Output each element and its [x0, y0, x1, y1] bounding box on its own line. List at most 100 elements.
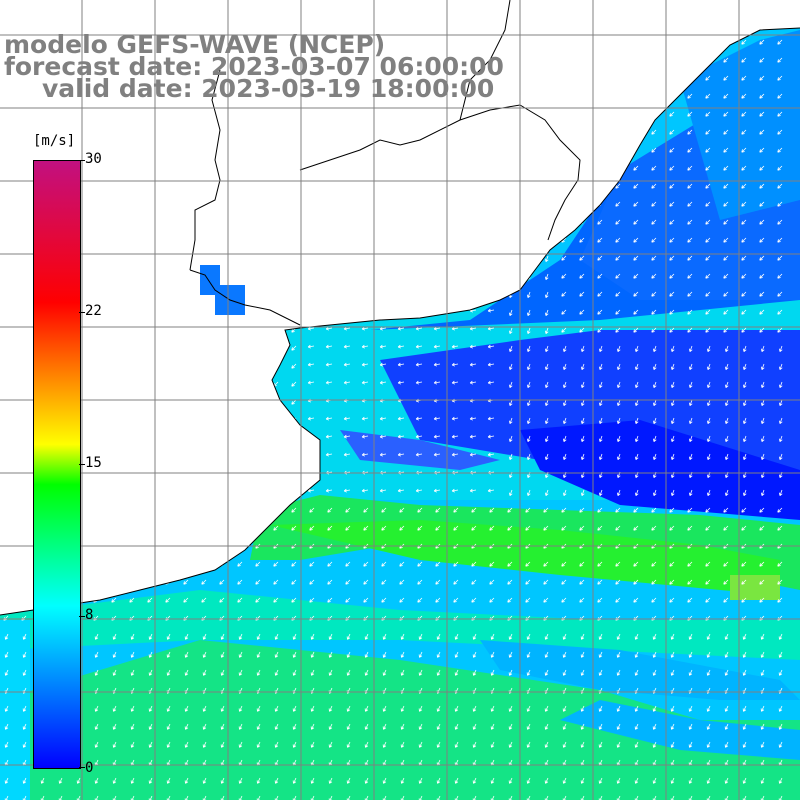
wind-arrow [469, 344, 477, 349]
wind-arrow [724, 741, 729, 748]
wind-arrow [220, 777, 225, 784]
wind-arrow [291, 507, 297, 513]
wind-arrow [634, 723, 639, 730]
wind-arrow [400, 741, 405, 748]
wind-arrow [544, 219, 549, 226]
wind-arrow [436, 741, 441, 748]
wind-arrow [615, 327, 621, 333]
wind-arrow [379, 254, 387, 259]
wind-arrow [741, 129, 747, 135]
wind-arrow [291, 291, 297, 297]
wind-arrow [508, 435, 513, 442]
wind-arrow [21, 273, 27, 279]
wind-arrow [433, 452, 441, 457]
wind-arrow [652, 381, 657, 388]
wind-arrow [706, 651, 711, 658]
wind-arrow [526, 327, 531, 334]
wind-arrow [453, 597, 459, 603]
wind-arrow [579, 93, 585, 99]
wind-arrow [361, 416, 369, 421]
wind-arrow [76, 777, 81, 784]
wind-arrow [94, 777, 99, 784]
wind-arrow [669, 57, 675, 63]
wind-arrow [670, 633, 675, 640]
wind-arrow [579, 255, 585, 261]
wind-arrow [201, 147, 207, 153]
wind-arrow [451, 236, 459, 241]
wind-arrow [451, 218, 459, 223]
wind-arrow [22, 705, 27, 712]
wind-arrow [687, 327, 693, 333]
wind-arrow [237, 525, 243, 531]
wind-arrow [526, 363, 531, 370]
wind-arrow [597, 327, 603, 333]
wind-arrow [343, 344, 351, 349]
wind-arrow [652, 651, 657, 658]
wind-arrow [651, 273, 657, 279]
wind-arrow [219, 255, 225, 261]
wind-arrow [183, 345, 189, 351]
wind-arrow [3, 561, 9, 567]
wind-arrow [415, 218, 423, 223]
wind-arrow [22, 741, 27, 748]
wind-arrow [507, 507, 513, 513]
wind-arrow [759, 129, 765, 135]
wind-arrow [433, 416, 441, 421]
wind-arrow [688, 741, 693, 748]
wind-arrow [343, 146, 351, 151]
wind-arrow [724, 705, 729, 712]
wind-arrow [147, 201, 153, 207]
wind-arrow [634, 669, 639, 676]
wind-arrow [724, 669, 729, 676]
colorbar-tick-0: 0 [85, 760, 94, 776]
wind-arrow [397, 236, 405, 241]
wind-arrow [615, 147, 621, 153]
wind-arrow [508, 327, 513, 334]
wind-arrow [598, 489, 603, 496]
wind-arrow [166, 741, 171, 748]
wind-arrow [184, 705, 189, 712]
wind-arrow [363, 507, 369, 513]
wind-arrow [453, 579, 459, 585]
wind-arrow [255, 345, 261, 351]
wind-arrow [706, 669, 711, 676]
wind-arrow [433, 164, 441, 169]
wind-arrow [361, 182, 369, 187]
wind-arrow [166, 633, 171, 640]
wind-arrow [202, 741, 207, 748]
wind-arrow [526, 39, 531, 46]
wind-arrow [777, 93, 783, 99]
wind-arrow [723, 183, 729, 189]
wind-arrow [472, 723, 477, 730]
wind-arrow [273, 201, 279, 207]
wind-arrow [307, 182, 315, 187]
wind-arrow [184, 723, 189, 730]
wind-arrow [688, 453, 693, 460]
wind-arrow [688, 345, 693, 352]
wind-arrow [75, 129, 81, 135]
wind-arrow [634, 741, 639, 748]
wind-arrow [112, 777, 117, 784]
wind-arrow [544, 129, 549, 136]
wind-arrow [651, 57, 657, 63]
wind-arrow [471, 507, 477, 513]
wind-arrow [562, 417, 567, 424]
wind-arrow [3, 399, 9, 405]
wind-arrow [469, 38, 477, 43]
wind-arrow [633, 579, 639, 585]
wind-arrow [361, 218, 369, 223]
wind-arrow [670, 651, 675, 658]
wind-arrow [130, 723, 135, 730]
wind-arrow [615, 561, 621, 567]
wind-arrow [21, 417, 27, 423]
colorbar-units: [m/s] [33, 133, 76, 149]
wind-arrow [397, 272, 405, 277]
wind-arrow [562, 399, 567, 406]
wind-arrow [147, 327, 153, 333]
wind-arrow [291, 237, 297, 243]
wind-arrow [183, 201, 189, 207]
wind-arrow [256, 723, 261, 730]
wind-arrow [237, 201, 243, 207]
wind-arrow [415, 452, 423, 457]
wind-arrow [525, 597, 531, 603]
